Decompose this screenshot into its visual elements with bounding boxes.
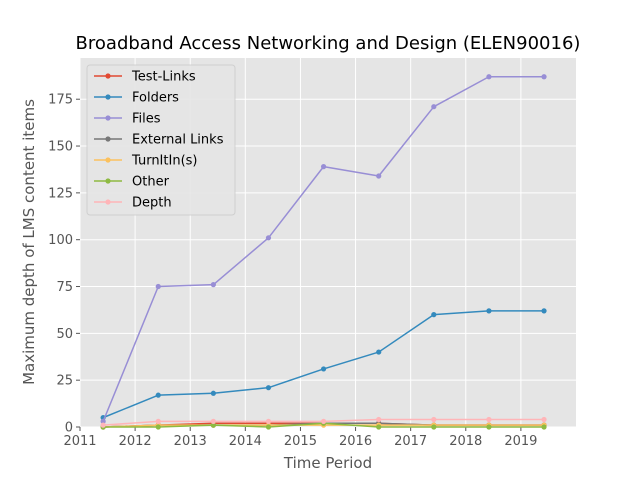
data-point [265,235,272,241]
data-point [431,424,437,430]
legend-swatch-marker [105,199,111,205]
data-point [210,390,216,396]
data-point [376,349,382,355]
data-point [265,385,272,391]
data-point [486,308,492,314]
data-point [320,366,327,372]
data-point [265,424,272,430]
legend-item: External Links [94,133,224,148]
y-tick-label: 0 [65,421,73,436]
y-tick-label: 75 [56,280,73,295]
legend-label: Other [132,175,170,190]
data-point [320,164,327,170]
legend: Test-Links Folders Files External Links Turn… [86,64,236,216]
data-point [155,283,161,290]
legend-label: Folders [132,91,179,106]
data-point [541,416,547,423]
x-tick-label: 2019 [504,434,537,449]
legend-swatch-marker [105,73,111,79]
axis-ticks: 2011 2012 2013 2014 2015 2016 2017 2018 2019 0 25 5… [48,93,537,449]
y-tick-label: 50 [56,327,73,342]
y-tick-label: 25 [56,374,73,389]
legend-swatch-marker [105,157,111,163]
grid [79,58,576,428]
series-depth [100,416,547,428]
data-point [541,74,547,80]
y-tick-label: 175 [48,93,73,108]
data-point [100,418,106,424]
chart-title: Broadband Access Networking and Design (… [76,33,581,54]
data-point [155,418,161,424]
y-axis-label: Maximum depth of LMS content items [20,99,38,385]
data-point [431,416,437,423]
legend-swatch-marker [105,94,111,100]
y-tick-label: 100 [48,233,73,248]
data-point [486,416,492,423]
data-point [541,308,547,314]
legend-label: Files [132,112,161,127]
x-tick-label: 2016 [339,434,372,449]
legend-item: Files [94,112,161,127]
legend-label: External Links [132,133,224,148]
legend-item: Other [94,175,170,190]
x-tick-label: 2013 [174,434,207,449]
y-tick-label: 125 [48,186,73,201]
legend-box [86,64,236,216]
data-point [210,418,216,424]
series-lines [100,74,547,430]
legend-label: Depth [132,196,172,211]
x-tick-label: 2014 [229,434,262,449]
y-tick-label: 150 [48,140,73,155]
series-folders [100,308,547,421]
data-point [320,418,327,424]
series-files [100,74,547,424]
legend-label: TurnItIn(s) [131,154,197,169]
data-point [210,422,216,428]
data-point [100,422,106,428]
legend-swatch-marker [105,136,111,142]
data-point [210,282,216,288]
legend-item: Test-Links [94,70,196,85]
x-tick-label: 2017 [394,434,427,449]
legend-label: Test-Links [131,70,196,85]
data-point [376,424,382,430]
data-point [486,74,492,80]
data-point [431,104,437,110]
legend-item: Folders [94,91,179,106]
x-axis-label: Time Period [283,454,372,472]
legend-swatch-marker [105,178,111,184]
data-point [431,312,437,318]
data-point [155,392,161,398]
data-point [486,424,492,430]
x-tick-label: 2012 [119,434,152,449]
x-tick-label: 2011 [63,434,96,449]
data-point [541,424,547,430]
data-point [376,416,382,423]
data-point [376,173,382,179]
x-tick-label: 2015 [284,434,317,449]
data-point [265,418,272,424]
legend-item: TurnItIn(s) [94,154,197,169]
data-point [155,424,161,430]
legend-item: Depth [94,196,172,211]
legend-swatch-marker [105,115,111,121]
x-tick-label: 2018 [449,434,482,449]
